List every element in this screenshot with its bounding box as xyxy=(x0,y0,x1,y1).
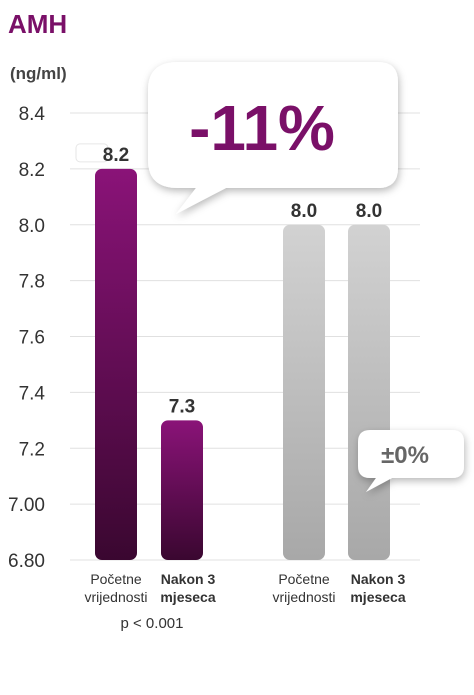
bar xyxy=(161,420,203,560)
y-tick-label: 7.6 xyxy=(19,328,45,349)
y-tick-label: 7.8 xyxy=(19,272,45,293)
chart-title: AMH xyxy=(8,9,67,39)
y-tick-label: 7.2 xyxy=(19,439,45,460)
y-axis-label: (ng/ml) xyxy=(10,64,67,83)
category-label: vrijednosti xyxy=(272,589,335,605)
bar xyxy=(348,224,390,560)
bars xyxy=(95,168,390,560)
small-callout-bubble xyxy=(358,430,464,492)
category-label: Nakon 3 xyxy=(351,571,406,587)
y-tick-label: 8.4 xyxy=(19,104,46,125)
bar xyxy=(95,168,137,560)
y-tick-label: 8.2 xyxy=(19,160,45,181)
bar-value-label: 8.0 xyxy=(356,201,382,222)
label-pill xyxy=(75,143,109,163)
category-label: Početne xyxy=(278,571,330,587)
bar-value-labels: 8.2 7.3 8.0 8.0 xyxy=(75,143,382,417)
y-axis-ticks: 6.80 7.00 7.2 7.4 7.6 7.8 8.0 8.2 8.4 xyxy=(8,104,45,572)
bar-value-label: 8.2 xyxy=(103,145,129,166)
y-tick-label: 7.4 xyxy=(19,383,46,404)
small-callout-text: ±0% xyxy=(381,442,429,469)
category-label: Početne xyxy=(90,571,142,587)
bar xyxy=(283,224,325,560)
category-label: Nakon 3 xyxy=(161,571,216,587)
bar-value-label: 7.3 xyxy=(169,396,195,417)
p-value-note: p < 0.001 xyxy=(121,615,184,632)
big-callout-text: -11% xyxy=(189,92,335,164)
y-tick-label: 8.0 xyxy=(19,216,45,237)
bar-value-label: 8.0 xyxy=(291,201,317,222)
y-tick-label: 7.00 xyxy=(8,495,45,516)
category-label: vrijednosti xyxy=(84,589,147,605)
big-callout-bubble xyxy=(148,62,398,214)
category-label: mjeseca xyxy=(160,589,215,605)
category-label: mjeseca xyxy=(350,589,405,605)
category-labels: Početne vrijednosti Nakon 3 mjeseca Početne v… xyxy=(84,571,405,605)
y-tick-label: 6.80 xyxy=(8,551,45,572)
